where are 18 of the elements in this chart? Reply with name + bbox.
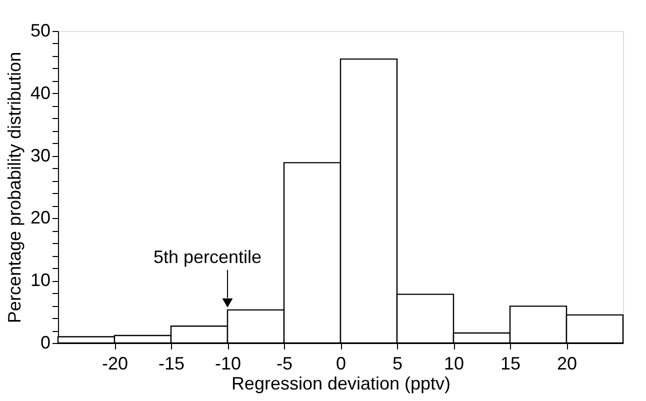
x-tick-label: -5 — [276, 354, 293, 374]
x-tick-label: 10 — [444, 354, 464, 374]
x-tick-label: 15 — [500, 354, 521, 374]
y-tick-label: 0 — [40, 332, 50, 352]
y-tick-label: 20 — [30, 208, 50, 228]
annotation: 5th percentile — [153, 246, 262, 267]
x-tick-label: -15 — [158, 354, 185, 374]
y-axis-title: Percentage probability distribution — [4, 52, 24, 324]
x-tick-label: 0 — [336, 354, 346, 374]
y-tick-label: 30 — [30, 145, 50, 166]
x-tick-label: -10 — [214, 354, 242, 374]
x-axis-title: Regression deviation (pptv) — [231, 374, 451, 394]
y-tick-label: 10 — [30, 270, 50, 290]
x-tick-label: 5 — [392, 354, 403, 374]
x-tick-label: 20 — [556, 354, 578, 374]
x-tick-label: -20 — [102, 354, 128, 374]
y-tick-label: 50 — [30, 20, 50, 40]
y-tick-label: 40 — [30, 82, 50, 103]
